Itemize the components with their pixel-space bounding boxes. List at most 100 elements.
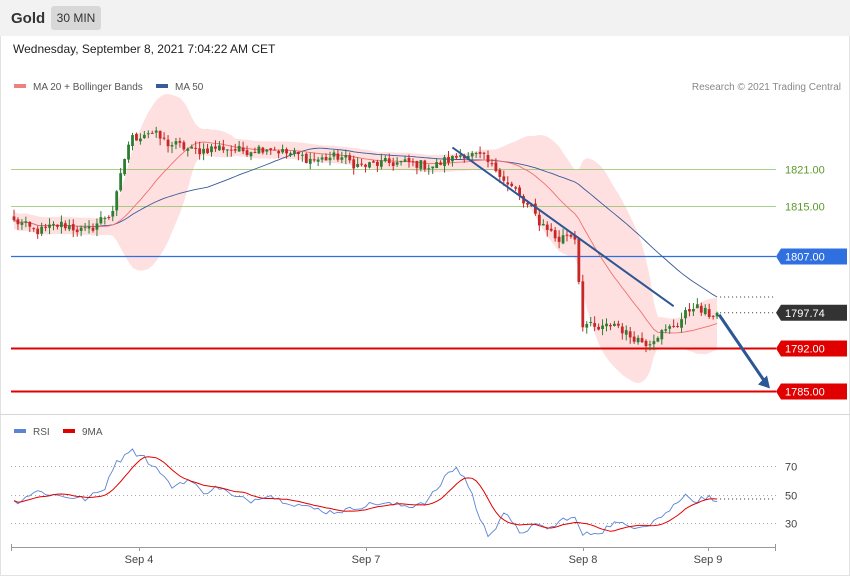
- candle-body: [707, 309, 711, 317]
- level-tag-1785: [776, 383, 847, 400]
- rsi-ma-legend-label: 9MA: [82, 427, 103, 438]
- candle-body: [688, 309, 691, 312]
- candle-body: [537, 214, 541, 226]
- candle-body: [660, 330, 664, 340]
- candle-body: [328, 157, 332, 161]
- candle-body: [640, 338, 644, 343]
- timeframe-button[interactable]: 30 MIN: [51, 6, 101, 30]
- candle-body: [372, 161, 375, 163]
- candle-body: [545, 224, 549, 230]
- candle-body: [103, 217, 107, 219]
- candle-body: [75, 229, 79, 233]
- rsi-line: [13, 448, 718, 538]
- candle-body: [490, 163, 494, 165]
- candle-body: [158, 130, 162, 139]
- candle-body: [241, 147, 245, 152]
- candle-body: [581, 281, 585, 328]
- downtrend-line: [451, 146, 675, 308]
- candle-body: [277, 151, 281, 154]
- candle-body: [324, 156, 328, 161]
- level-labels: 1821.00 1815.00 1807.00 1792.00 1785.00 1797.…: [720, 165, 847, 400]
- candle-body: [261, 147, 265, 153]
- candle-body: [146, 133, 150, 135]
- candle-body: [589, 321, 593, 323]
- candle-body: [210, 146, 213, 153]
- candle-body: [304, 153, 308, 163]
- candle-body: [427, 168, 431, 170]
- candle-body: [609, 325, 612, 327]
- candle-body: [214, 146, 217, 149]
- candle-body: [83, 227, 87, 229]
- candle-body: [344, 155, 348, 158]
- candle-body: [293, 150, 296, 154]
- candle-body: [534, 203, 537, 214]
- candle-body: [190, 146, 194, 149]
- candle-body: [672, 325, 676, 327]
- candle-body: [482, 152, 486, 154]
- rsi-tick-50: 50: [785, 491, 797, 503]
- candle-body: [154, 130, 158, 133]
- bollinger-bands: [14, 93, 718, 384]
- candle-body: [632, 336, 636, 342]
- candle-body: [131, 135, 134, 147]
- rsi-tick-70: 70: [785, 462, 797, 474]
- candle-body: [577, 238, 581, 282]
- ma20-legend-swatch: [14, 84, 26, 88]
- candle-body: [628, 331, 632, 338]
- last-price-label: 1797.74: [785, 308, 825, 320]
- candle-body: [395, 162, 399, 165]
- candle-body: [316, 159, 320, 162]
- header-bar: Gold 30 MIN: [0, 0, 850, 36]
- candle-body: [221, 146, 225, 151]
- candle-body: [162, 137, 166, 139]
- candle-body: [139, 138, 142, 142]
- candle-body: [63, 223, 67, 229]
- candle-body: [150, 132, 154, 134]
- candle-body: [356, 163, 360, 167]
- candle-body: [680, 319, 683, 328]
- candle-body: [229, 149, 233, 151]
- candle-body: [40, 226, 44, 234]
- candle-body: [652, 341, 656, 345]
- candle-body: [423, 160, 427, 170]
- candle-body: [478, 152, 482, 154]
- candle-body: [202, 148, 205, 154]
- candle-body: [265, 149, 269, 152]
- candle-body: [245, 150, 249, 156]
- candle-body: [312, 159, 316, 161]
- candle-body: [415, 161, 419, 168]
- candle-body: [613, 323, 616, 326]
- candle-body: [285, 149, 288, 154]
- candle-body: [32, 228, 36, 230]
- candle-body: [510, 183, 514, 187]
- candle-body: [24, 221, 28, 223]
- level-label-1785: 1785.00: [785, 387, 825, 399]
- candle-body: [498, 169, 502, 177]
- rsi-ma-legend-swatch: [63, 429, 75, 433]
- symbol-title: Gold: [11, 10, 46, 27]
- candlesticks: [12, 126, 719, 353]
- candle-body: [506, 182, 510, 185]
- candle-body: [79, 227, 83, 231]
- candle-body: [253, 152, 257, 154]
- candle-body: [553, 230, 557, 239]
- candle-body: [391, 162, 395, 167]
- candle-body: [387, 158, 391, 164]
- x-tick-label: Sep 8: [569, 554, 598, 566]
- candle-body: [470, 153, 474, 157]
- candle-body: [676, 325, 679, 327]
- candle-body: [308, 158, 312, 164]
- candle-body: [699, 305, 703, 313]
- candle-body: [668, 326, 672, 329]
- candle-body: [348, 155, 352, 161]
- candle-body: [142, 134, 146, 139]
- candle-body: [111, 211, 115, 217]
- date-time: Wednesday, September 8, 2021 7:04:22 AM …: [13, 42, 276, 56]
- candle-body: [601, 325, 604, 329]
- candle-body: [300, 154, 304, 156]
- candle-body: [206, 148, 209, 154]
- candle-body: [455, 156, 458, 158]
- candle-body: [703, 307, 707, 315]
- candle-body: [715, 312, 719, 317]
- candle-body: [624, 330, 628, 335]
